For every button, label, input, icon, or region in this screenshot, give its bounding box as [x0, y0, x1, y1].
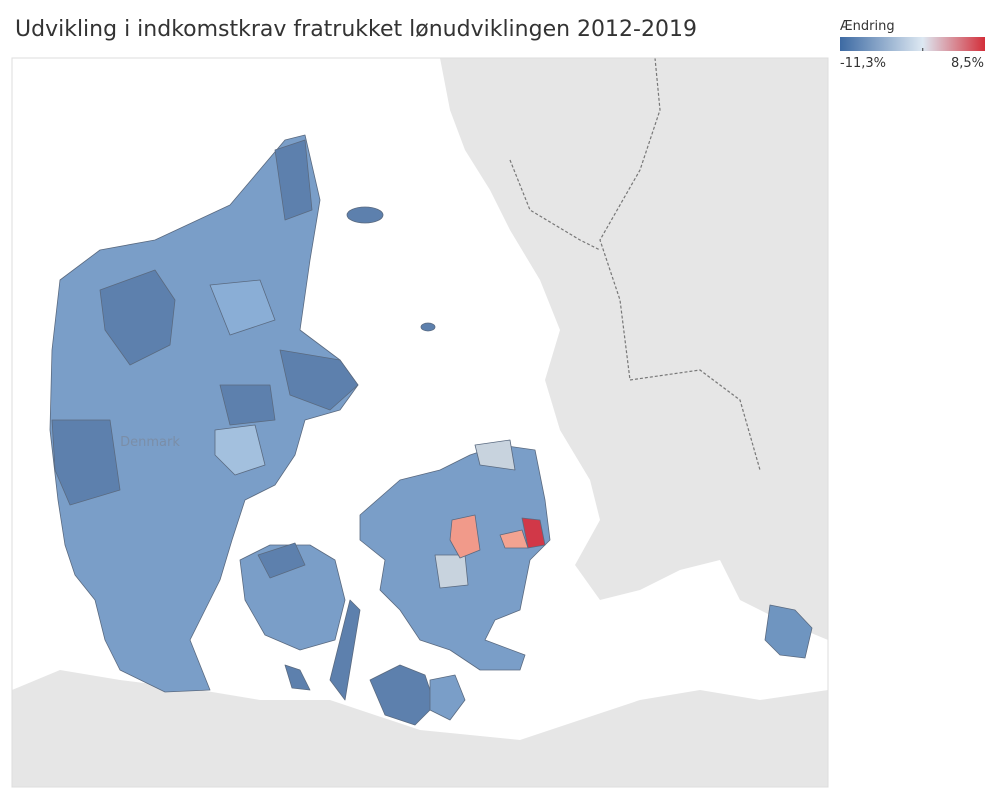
municipality [474, 439, 516, 471]
legend-max: 8,5% [951, 56, 984, 71]
legend-gradient [840, 37, 985, 51]
title: Udvikling i indkomstkrav fratrukket lønu… [15, 17, 697, 42]
municipality [274, 139, 313, 221]
bornholm [764, 604, 813, 659]
municipality [434, 554, 469, 589]
map-frame [11, 57, 829, 788]
municipality [521, 517, 546, 549]
municipality [99, 269, 176, 366]
island [346, 206, 384, 224]
island [420, 322, 436, 332]
jutland [49, 134, 359, 693]
legend-min: -11,3% [840, 56, 886, 71]
legend-title: Ændring [840, 19, 895, 34]
island [329, 599, 361, 701]
sweden [440, 58, 828, 640]
municipality [279, 349, 359, 411]
municipality [51, 419, 121, 506]
island [284, 664, 311, 691]
germany [12, 670, 828, 787]
falster [429, 674, 466, 721]
municipality [449, 514, 481, 559]
border-line [509, 58, 761, 471]
municipality [499, 529, 529, 549]
map: Denmark [12, 58, 828, 787]
municipality [219, 384, 276, 426]
municipality [214, 424, 266, 476]
country-label: Denmark [120, 435, 180, 450]
municipality [209, 279, 276, 336]
municipality [257, 542, 306, 579]
